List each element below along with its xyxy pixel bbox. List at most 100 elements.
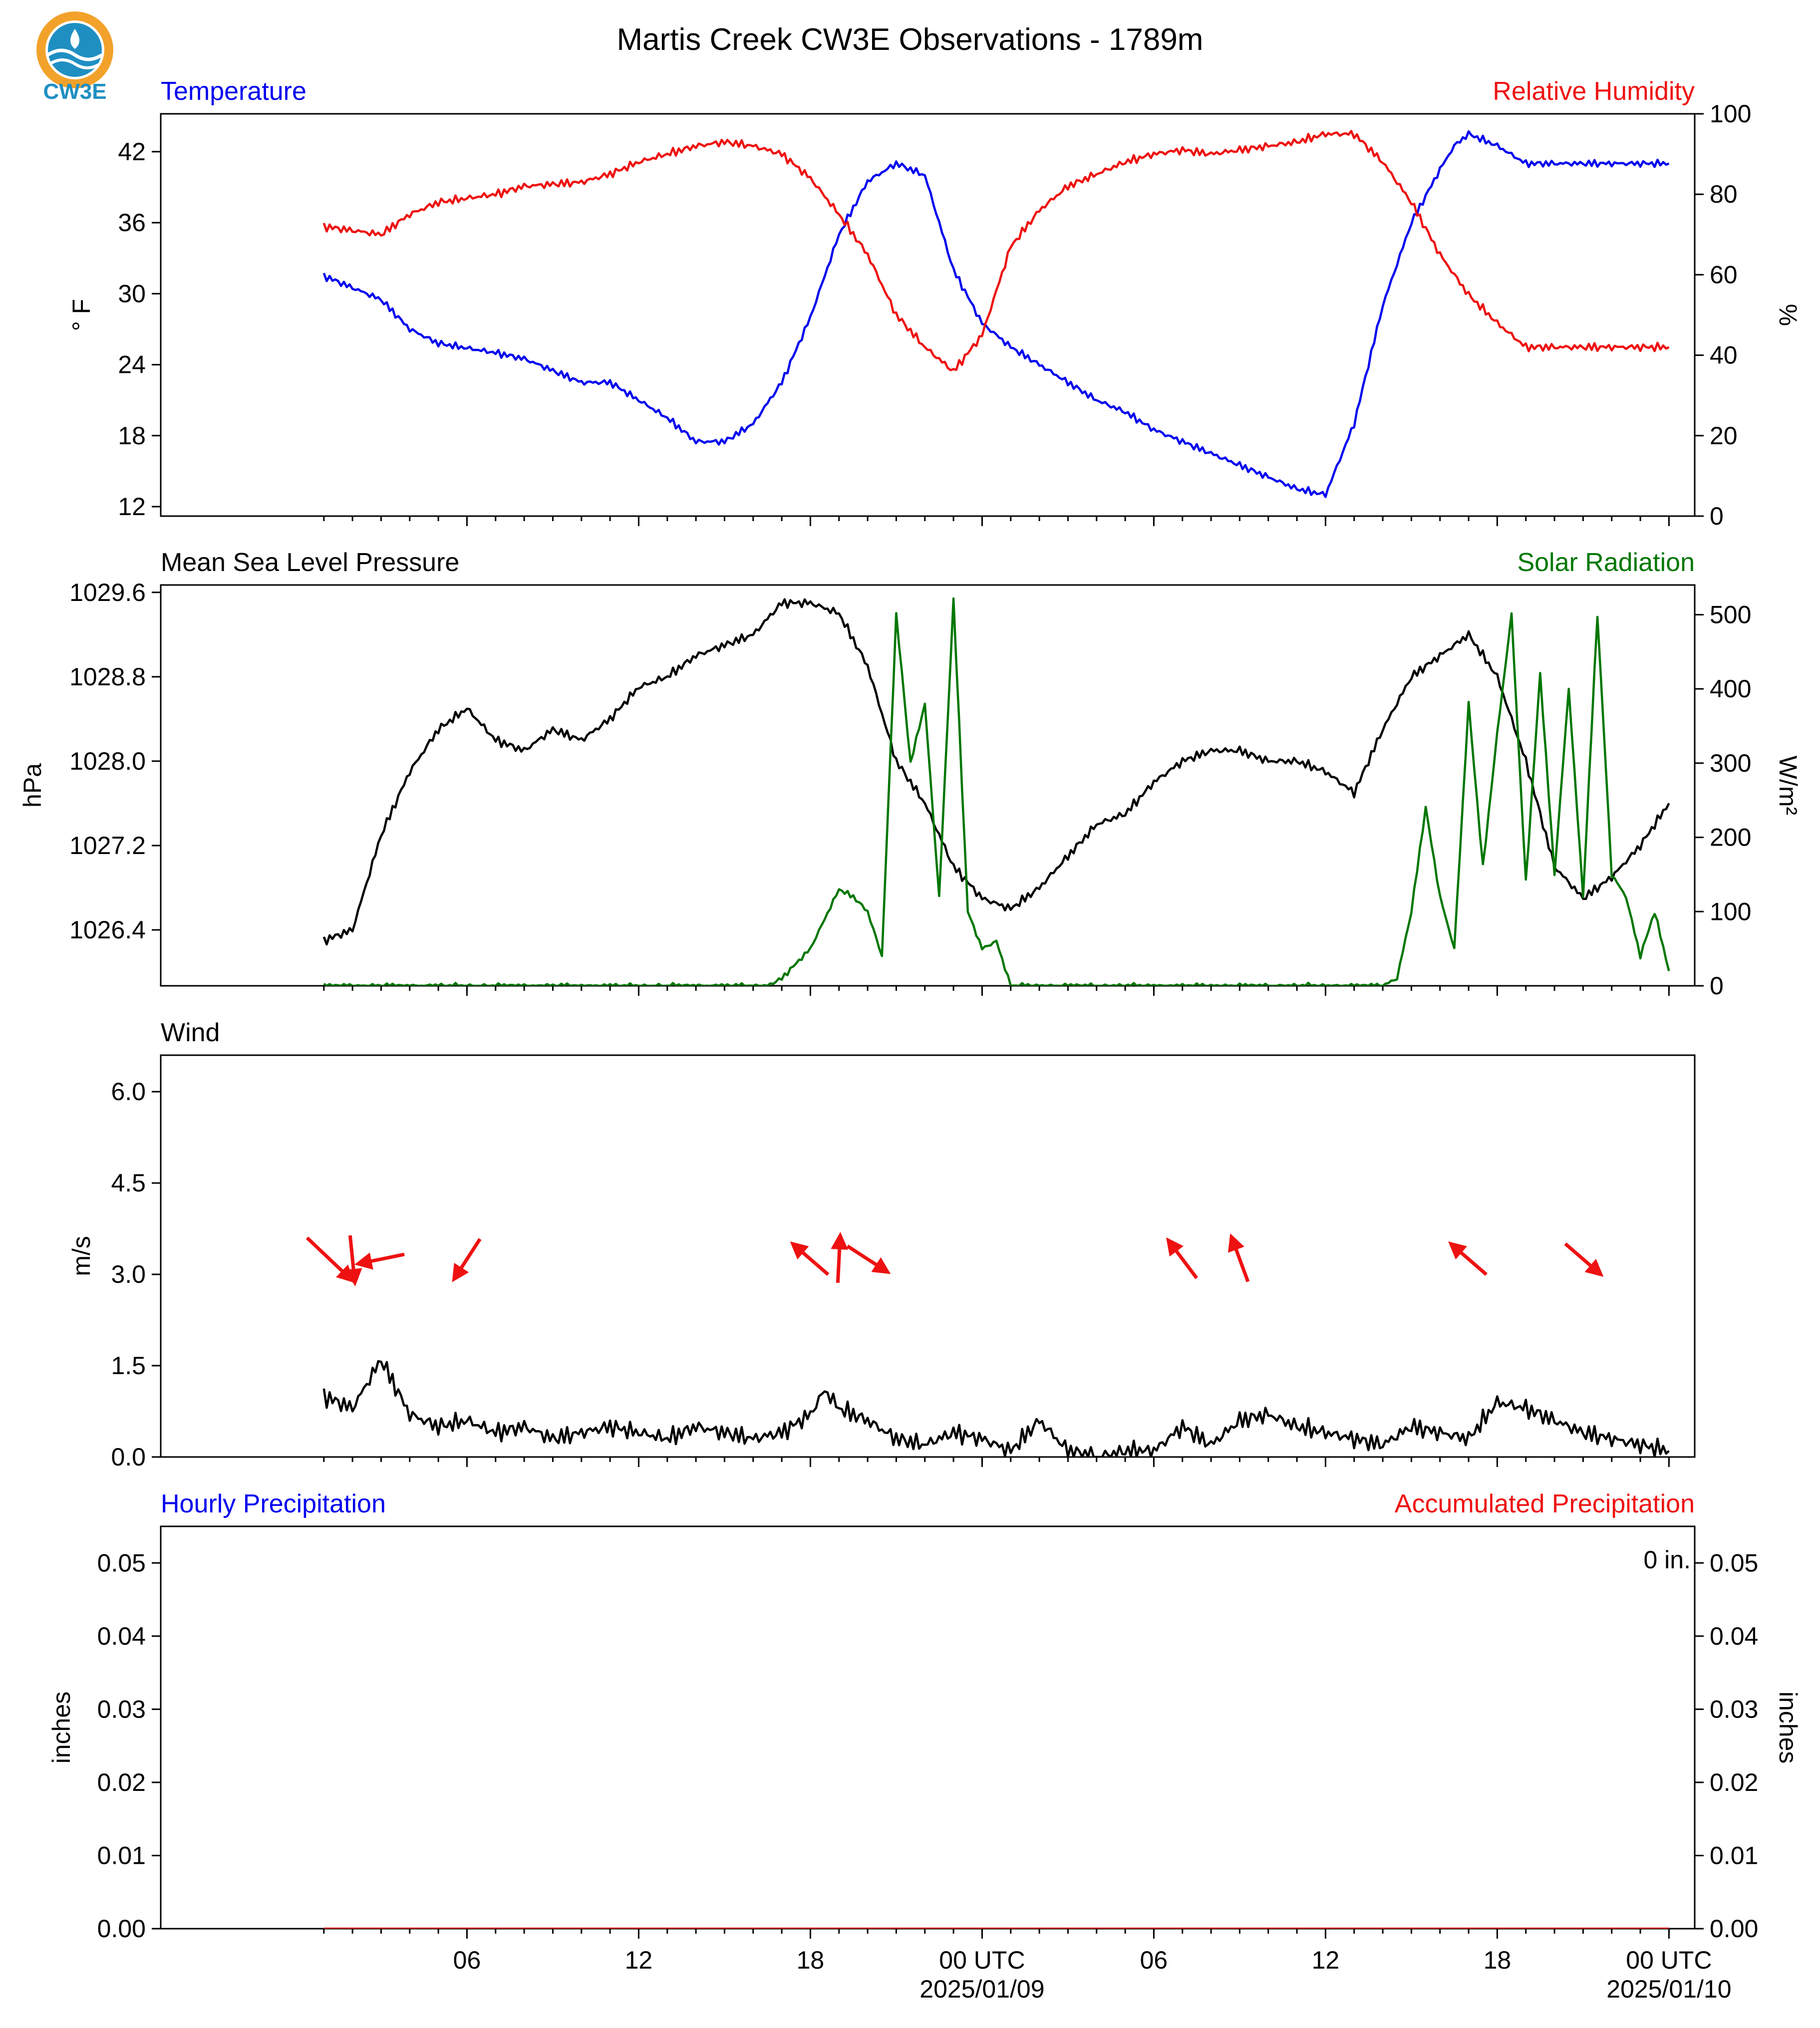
chart-title: Martis Creek CW3E Observations - 1789m [617, 22, 1204, 57]
cw3e-logo: CW3E [36, 11, 113, 104]
y-tick-label: 30 [118, 280, 146, 307]
y2-tick-label: 0.01 [1710, 1841, 1758, 1869]
y-axis-label: inches [47, 1692, 75, 1764]
y-tick-label: 0.00 [97, 1915, 146, 1943]
series-group [322, 130, 1670, 498]
panel-2: Mean Sea Level Pressure Solar Radiation 10… [18, 548, 1802, 1000]
series-line-1 [322, 130, 1670, 498]
y-tick-label: 36 [118, 209, 146, 237]
y-tick-label: 1.5 [111, 1352, 146, 1380]
x-tick-label: 18 [797, 1946, 825, 1974]
wind-arrow-8 [1166, 1237, 1199, 1279]
x-tick-date-label: 2025/01/10 [1606, 1975, 1731, 2003]
y2-tick-label: 0.05 [1710, 1549, 1758, 1577]
y2-tick-label: 400 [1710, 675, 1751, 703]
logo-text: CW3E [43, 79, 106, 104]
panel-title-left: Hourly Precipitation [161, 1489, 386, 1518]
panel-title-left: Temperature [161, 77, 306, 106]
y2-tick-label: 0.00 [1710, 1915, 1758, 1943]
y-tick-label: 0.03 [97, 1695, 146, 1723]
y2-axis-label: % [1774, 304, 1802, 326]
y2-tick-label: 0.04 [1710, 1622, 1758, 1650]
wind-arrow-3 [354, 1252, 405, 1270]
y-tick-label: 24 [118, 351, 146, 379]
y2-axis-label: inches [1774, 1692, 1802, 1764]
y2-tick-label: 0.02 [1710, 1768, 1758, 1796]
x-tick-label: 12 [1312, 1946, 1340, 1974]
y-tick-label: 3.0 [111, 1260, 146, 1288]
series-line-2 [322, 130, 1670, 371]
panel-3: Wind 0.0 1.5 3.0 4.5 6.0 m/s [67, 1018, 1696, 1471]
wind-arrow-6 [831, 1232, 849, 1283]
panel-frame [160, 113, 1696, 517]
logo-droplet-icon [70, 29, 79, 49]
wind-arrow-9 [1228, 1233, 1250, 1282]
logo-sun-ring [36, 11, 113, 88]
wind-arrow-4 [452, 1238, 482, 1282]
series-line-2 [323, 597, 1670, 986]
panel-4: Hourly Precipitation Accumulated Precipit… [47, 1489, 1802, 2003]
y2-tick-label: 60 [1710, 261, 1738, 289]
y2-axis-label: W/m² [1774, 756, 1802, 815]
y2-tick-label: 0 [1710, 502, 1724, 530]
y-tick-label: 42 [118, 138, 146, 166]
panel-frame [160, 584, 1696, 987]
x-tick-label: 12 [625, 1946, 653, 1974]
y-tick-label: 4.5 [111, 1169, 146, 1197]
panel-frame [160, 1525, 1696, 1930]
panel-1: Temperature Relative Humidity 12 18 24 30 36 42… [67, 77, 1802, 530]
y-tick-label: 0.05 [97, 1549, 146, 1577]
logo-globe [48, 23, 102, 77]
wind-arrow-2 [344, 1235, 362, 1287]
y-tick-label: 1028.0 [69, 747, 146, 775]
series-group [322, 597, 1670, 986]
y-tick-label: 12 [118, 493, 146, 521]
panel-title-right: Accumulated Precipitation [1395, 1489, 1695, 1518]
wind-arrow-1 [305, 1236, 355, 1283]
y-tick-label: 1026.4 [69, 916, 146, 944]
y2-tick-label: 20 [1710, 422, 1738, 450]
x-tick-label: 06 [453, 1946, 481, 1974]
y-axis-label: m/s [67, 1236, 95, 1276]
y-tick-label: 0.02 [97, 1768, 146, 1796]
y2-tick-label: 40 [1710, 341, 1738, 369]
y2-tick-label: 80 [1710, 180, 1738, 208]
wind-arrow-7 [846, 1244, 891, 1274]
y-tick-label: 1029.6 [69, 579, 146, 606]
y-axis-label: hPa [18, 763, 46, 808]
logo-wave-icon [47, 48, 103, 61]
x-tick-label: 00 UTC [1626, 1946, 1712, 1974]
y2-tick-label: 0.03 [1710, 1695, 1758, 1723]
y-axis-label: ° F [67, 299, 95, 331]
y2-tick-label: 500 [1710, 600, 1751, 628]
wind-arrow-10 [1448, 1241, 1488, 1276]
panel-title-left: Wind [161, 1018, 220, 1047]
accumulated-precip-annotation: 0 in. [1643, 1546, 1691, 1574]
y-tick-label: 0.04 [97, 1622, 146, 1650]
y-tick-label: 1027.2 [69, 832, 146, 860]
logo-wave-icon-2 [49, 58, 101, 69]
wind-arrow-5 [790, 1241, 830, 1276]
y2-tick-label: 0 [1710, 972, 1724, 1000]
series-line-1 [322, 598, 1670, 946]
x-tick-label: 00 UTC [939, 1946, 1025, 1974]
panel-title-left: Mean Sea Level Pressure [161, 548, 459, 577]
y2-tick-label: 300 [1710, 749, 1751, 777]
panel-frame [160, 1054, 1696, 1458]
x-tick-date-label: 2025/01/09 [919, 1975, 1044, 2003]
y-tick-label: 6.0 [111, 1078, 146, 1106]
y-tick-label: 0.0 [111, 1443, 146, 1471]
series-group [322, 1360, 1670, 1457]
wind-arrow-11 [1564, 1242, 1604, 1277]
y2-tick-label: 100 [1710, 897, 1751, 925]
y-tick-label: 0.01 [97, 1841, 146, 1869]
y2-tick-label: 100 [1710, 100, 1751, 128]
panel-title-right: Solar Radiation [1517, 548, 1695, 577]
y-tick-label: 18 [118, 422, 146, 450]
series-line-1 [322, 1360, 1670, 1457]
x-tick-label: 06 [1140, 1946, 1168, 1974]
y-tick-label: 1028.8 [69, 663, 146, 691]
x-tick-label: 18 [1484, 1946, 1512, 1974]
y2-tick-label: 200 [1710, 824, 1751, 852]
